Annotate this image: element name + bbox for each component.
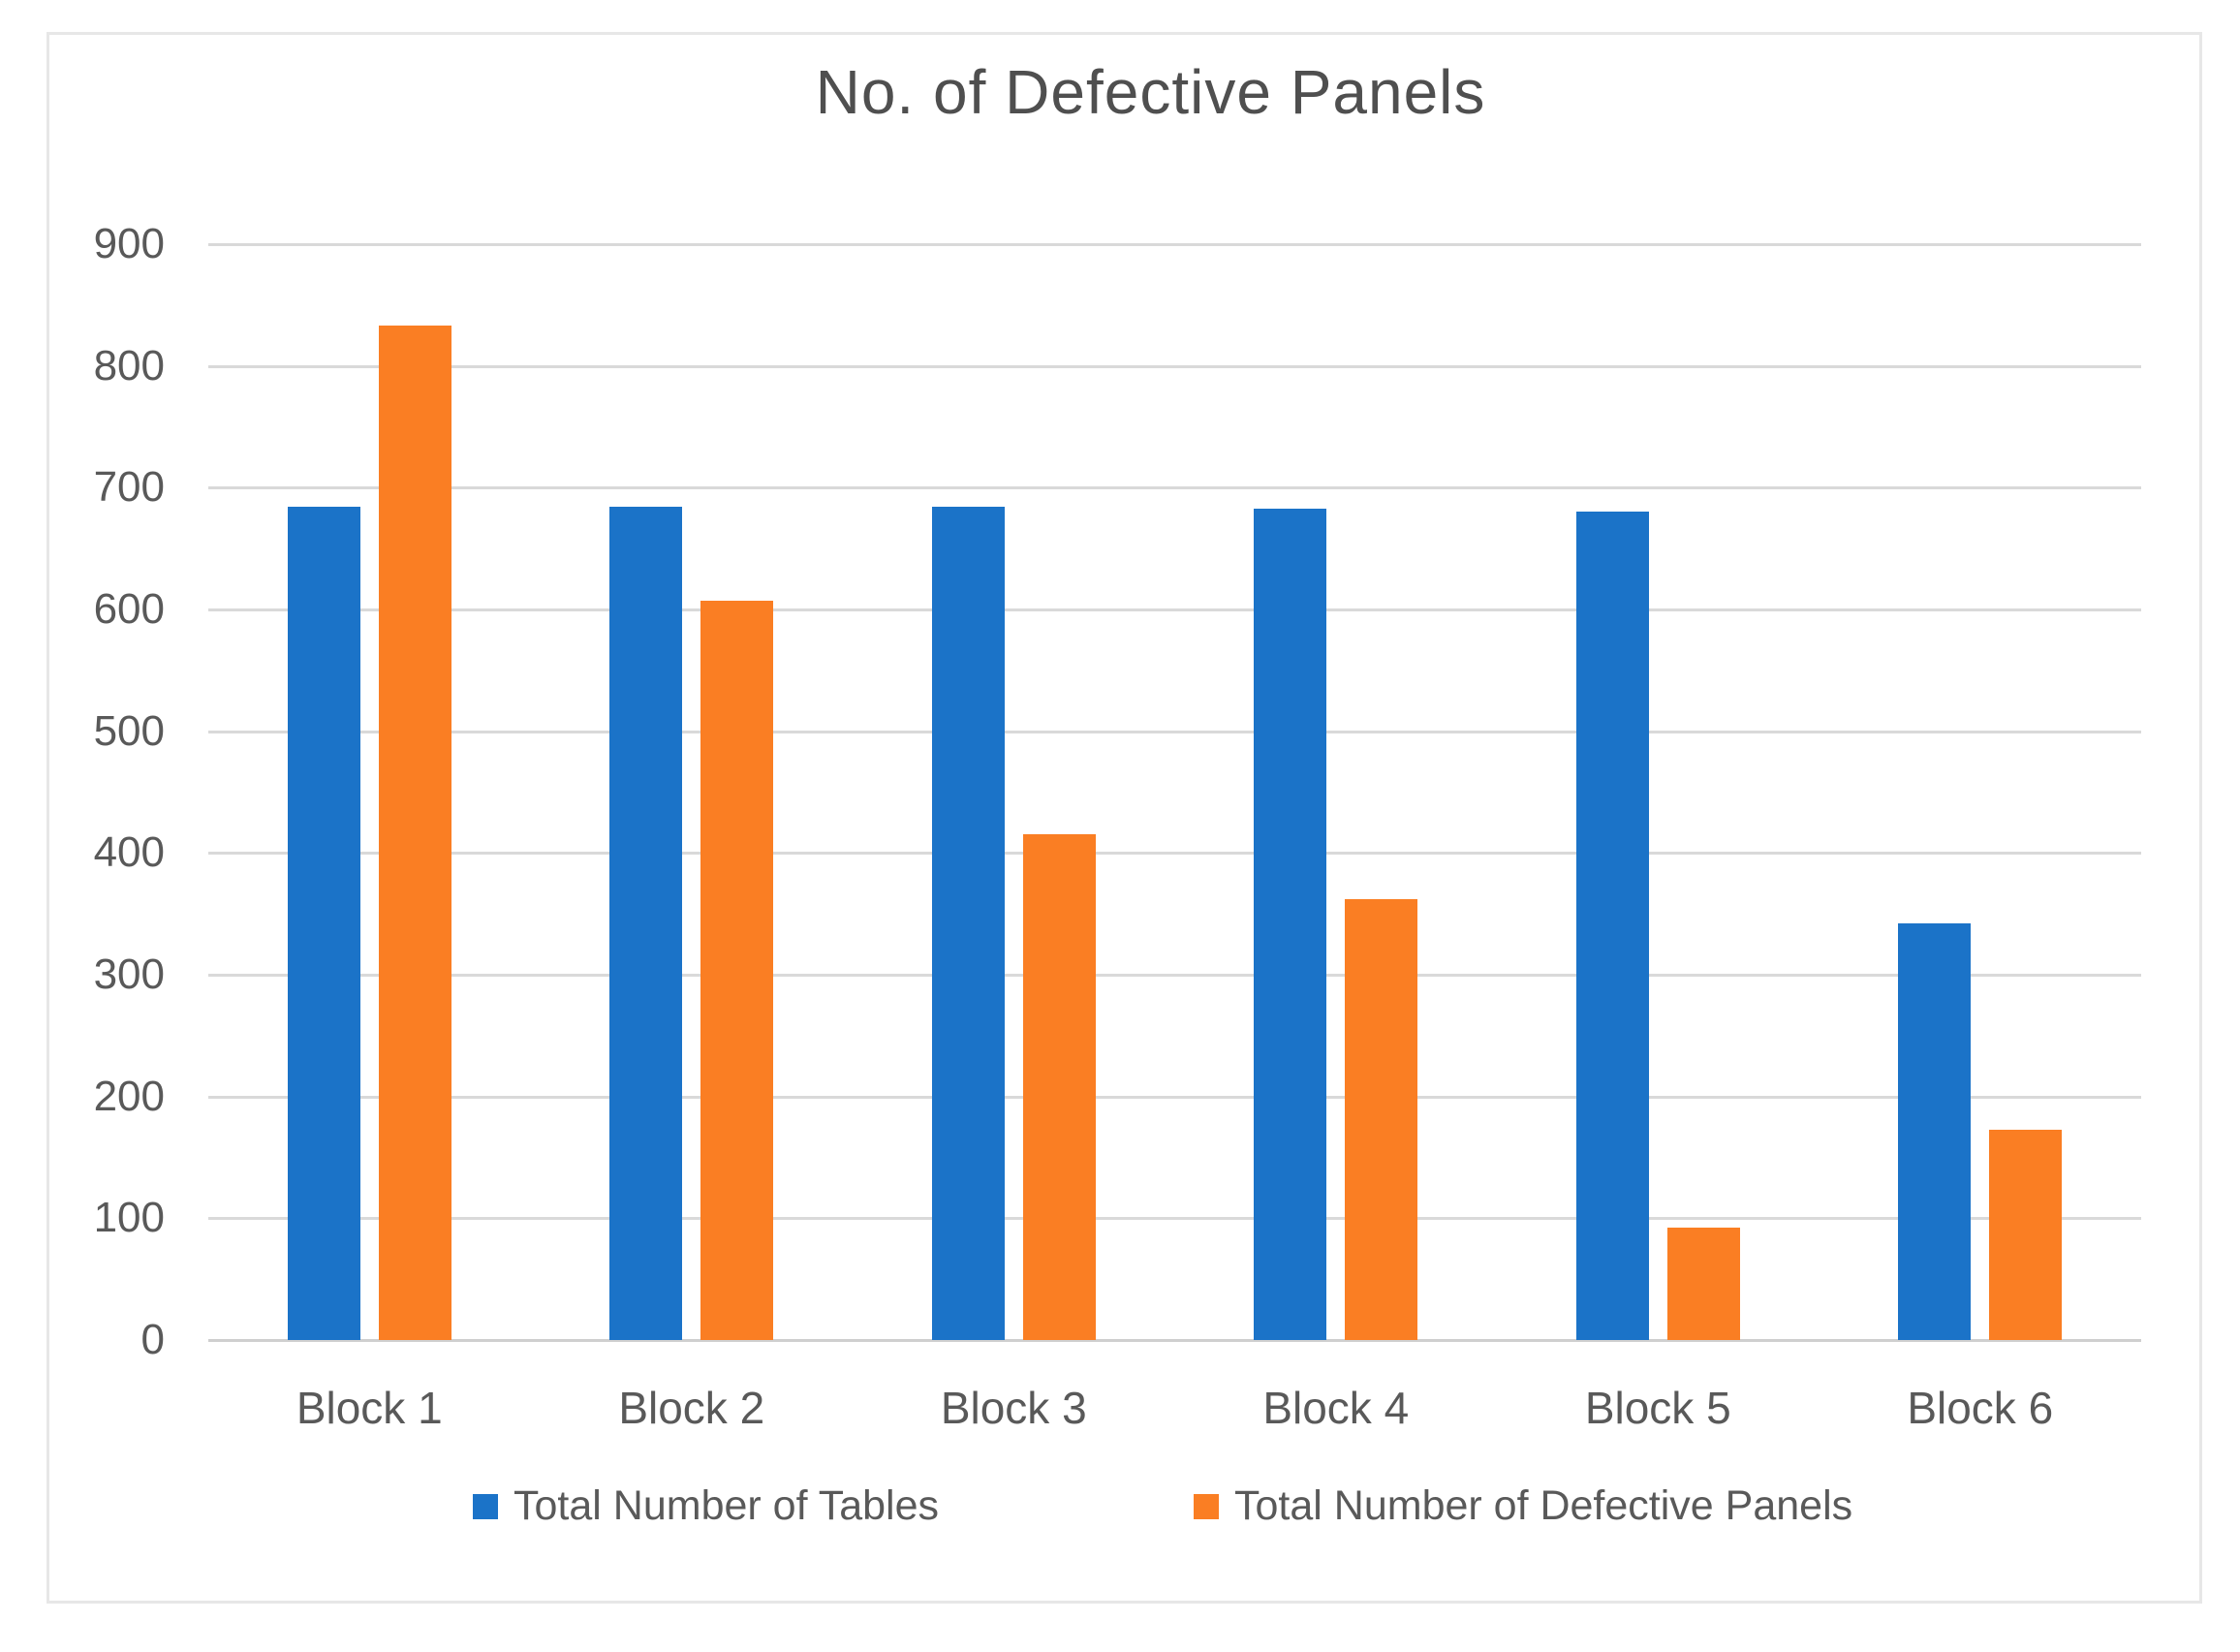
bar-defective-panels	[378, 326, 451, 1340]
bar-defective-panels	[1666, 1228, 1740, 1340]
x-tick-label: Block 3	[940, 1383, 1087, 1433]
y-tick-label: 900	[93, 220, 165, 267]
y-tick-label: 800	[93, 341, 165, 390]
y-tick-label: 500	[93, 706, 165, 755]
gridline	[208, 1217, 2141, 1221]
bar-defective-panels	[1345, 899, 1418, 1340]
legend-swatch-icon	[473, 1493, 498, 1519]
gridline	[208, 486, 2141, 490]
x-axis-line	[208, 1339, 2141, 1342]
x-tick-label: Block 4	[1262, 1383, 1410, 1433]
gridline	[208, 730, 2141, 733]
legend-item-total-tables: Total Number of Tables	[473, 1482, 939, 1530]
y-tick-label: 100	[93, 1194, 165, 1242]
y-tick-label: 700	[93, 463, 165, 512]
bar-total-tables	[1898, 923, 1972, 1340]
legend-swatch-icon	[1194, 1493, 1219, 1519]
legend-label: Total Number of Defective Panels	[1234, 1482, 1853, 1529]
y-tick-label: 600	[93, 585, 165, 633]
x-tick-label: Block 2	[618, 1383, 765, 1433]
x-tick-label: Block 5	[1584, 1383, 1731, 1433]
gridline	[208, 852, 2141, 856]
bar-defective-panels	[700, 601, 774, 1340]
y-tick-label: 200	[93, 1072, 165, 1120]
gridline	[208, 364, 2141, 368]
x-tick-label: Block 1	[296, 1383, 443, 1433]
legend-label: Total Number of Tables	[513, 1482, 939, 1529]
bar-total-tables	[931, 507, 1005, 1340]
bar-defective-panels	[1989, 1129, 2063, 1340]
bar-defective-panels	[1022, 834, 1096, 1340]
gridline	[208, 974, 2141, 977]
bar-total-tables	[609, 507, 683, 1340]
y-tick-label: 300	[93, 951, 165, 998]
legend-item-defective-panels: Total Number of Defective Panels	[1194, 1482, 1852, 1530]
gridline	[208, 608, 2141, 611]
plot-area	[208, 243, 2141, 1342]
bar-total-tables	[287, 507, 360, 1340]
x-tick-label: Block 6	[1907, 1383, 2054, 1433]
gridline	[208, 243, 2141, 246]
bar-total-tables	[1575, 512, 1649, 1340]
y-tick-label: 0	[140, 1316, 165, 1363]
chart-title: No. of Defective Panels	[815, 57, 1486, 127]
y-tick-label: 400	[93, 828, 165, 877]
bar-total-tables	[1254, 508, 1327, 1340]
gridline	[208, 1095, 2141, 1099]
